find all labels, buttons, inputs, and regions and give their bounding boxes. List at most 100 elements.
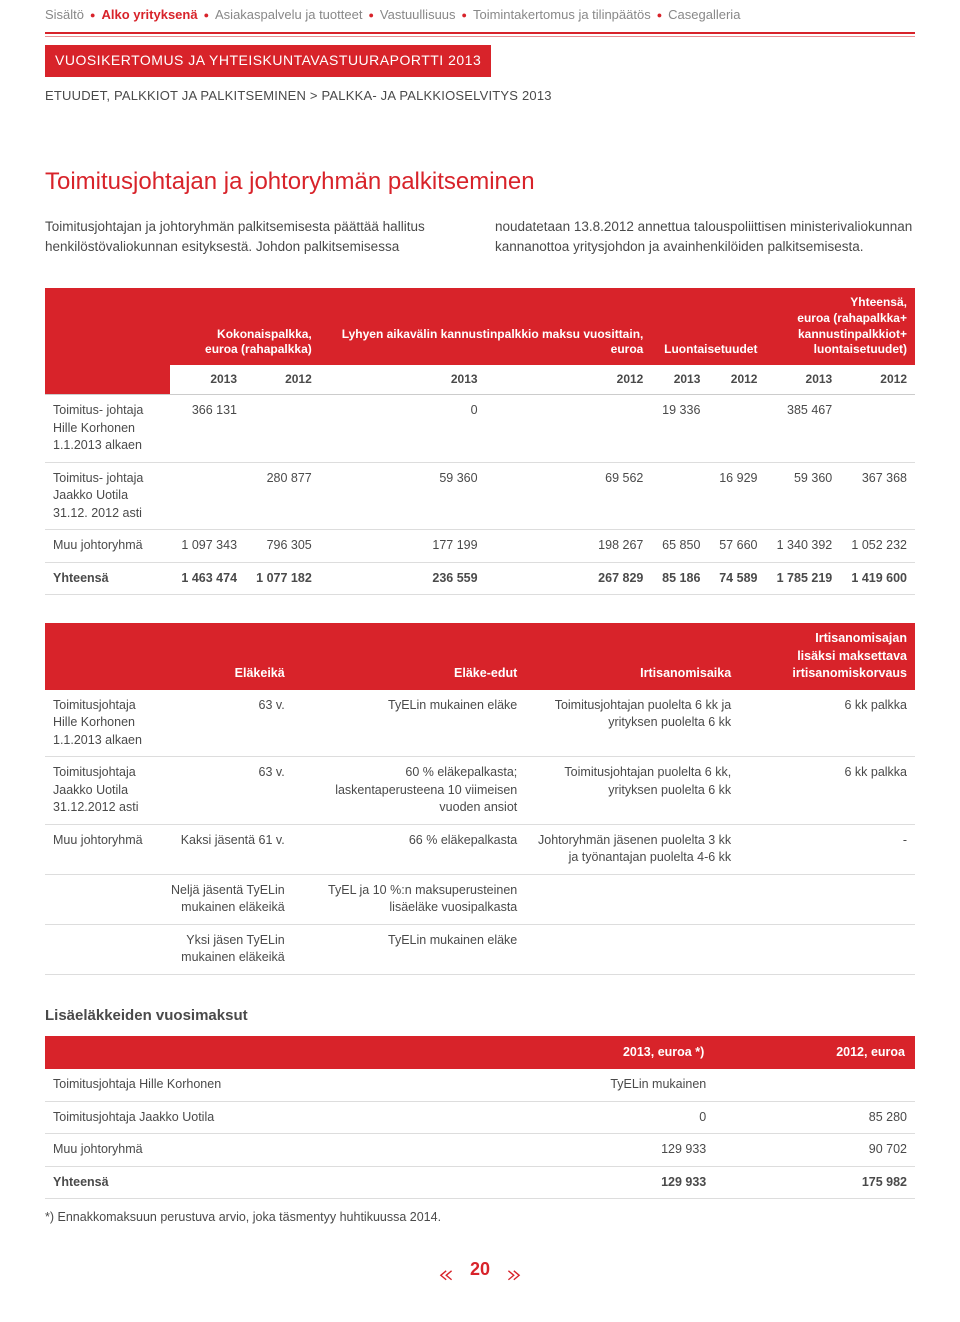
- table-header: [45, 1036, 461, 1070]
- pension-terms-table: EläkeikäEläke-edutIrtisanomisaikaIrtisan…: [45, 623, 915, 975]
- table-cell: 177 199: [320, 530, 486, 563]
- table-cell: TyEL ja 10 %:n maksuperusteinen lisäeläk…: [293, 874, 526, 924]
- nav-item[interactable]: Toimintakertomus ja tilinpäätös: [473, 7, 651, 22]
- nav-item[interactable]: Casegalleria: [668, 7, 740, 22]
- table-cell: [245, 395, 320, 463]
- nav-bullet-icon: ●: [462, 9, 467, 22]
- table-row-label: Toimitusjohtaja Hille Korhonen: [45, 1069, 461, 1101]
- table-cell: 366 131: [170, 395, 245, 463]
- table-row-label: Toimitusjohtaja Hille Korhonen 1.1.2013 …: [45, 690, 156, 757]
- table-cell: 69 562: [486, 462, 652, 530]
- table-cell: 63 v.: [156, 757, 293, 825]
- table-row-label: Yhteensä: [45, 1166, 461, 1199]
- table-cell: Neljä jäsentä TyELin mukainen eläkeikä: [156, 874, 293, 924]
- table-row-label: [45, 874, 156, 924]
- table-cell: 90 702: [714, 1134, 915, 1167]
- annual-pension-table: 2013, euroa *)2012, euroa Toimitusjohtaja…: [45, 1036, 915, 1200]
- table-cell: [525, 924, 739, 974]
- table-cell: Toimitusjohtajan puolelta 6 kk, yritykse…: [525, 757, 739, 825]
- table-cell: 1 419 600: [840, 562, 915, 595]
- nav-item[interactable]: Sisältö: [45, 7, 84, 22]
- top-nav: Sisältö ● Alko yrityksenä ● Asiakaspalvelu j…: [45, 0, 915, 28]
- prev-page-button[interactable]: [439, 1263, 457, 1277]
- report-title: VUOSIKERTOMUS JA YHTEISKUNTAVASTUURAPORT…: [45, 45, 491, 77]
- table-group-header: Kokonaispalkka,euroa (rahapalkka): [170, 288, 320, 364]
- table-header: Irtisanomisaika: [525, 623, 739, 690]
- table-year-header: 2012: [245, 365, 320, 395]
- breadcrumb: ETUUDET, PALKKIOT JA PALKITSEMINEN > PAL…: [45, 77, 915, 135]
- table-cell: [840, 395, 915, 463]
- page-navigation: 20: [45, 1257, 915, 1282]
- table-row-label: Toimitusjohtaja Jaakko Uotila 31.12.2012…: [45, 757, 156, 825]
- table-header: Eläke-edut: [293, 623, 526, 690]
- nav-item[interactable]: Alko yrityksenä: [101, 7, 197, 22]
- table-cell: 280 877: [245, 462, 320, 530]
- table-cell: 66 % eläkepalkasta: [293, 824, 526, 874]
- table-header: [45, 623, 156, 690]
- table-cell: [714, 1069, 915, 1101]
- table-cell: 198 267: [486, 530, 652, 563]
- table-cell: 60 % eläkepalkasta; laskentaperusteena 1…: [293, 757, 526, 825]
- footnote: *) Ennakkomaksuun perustuva arvio, joka …: [45, 1209, 915, 1227]
- divider-red: [45, 32, 915, 34]
- table-cell: 0: [461, 1101, 714, 1134]
- table-cell: Kaksi jäsentä 61 v.: [156, 824, 293, 874]
- table-cell: 129 933: [461, 1134, 714, 1167]
- nav-bullet-icon: ●: [657, 9, 662, 22]
- table-cell: 236 559: [320, 562, 486, 595]
- table-cell: 267 829: [486, 562, 652, 595]
- table-cell: [708, 395, 765, 463]
- table-header: Eläkeikä: [156, 623, 293, 690]
- nav-bullet-icon: ●: [90, 9, 95, 22]
- table-cell: 367 368: [840, 462, 915, 530]
- table-header: Irtisanomisajanlisäksi maksettava irtisa…: [739, 623, 915, 690]
- compensation-table: Kokonaispalkka,euroa (rahapalkka)Lyhyen …: [45, 288, 915, 595]
- nav-item[interactable]: Vastuullisuus: [380, 7, 456, 22]
- table-cell: TyELin mukainen eläke: [293, 690, 526, 757]
- table-cell: Toimitusjohtajan puolelta 6 kk ja yrityk…: [525, 690, 739, 757]
- table-row-label: Yhteensä: [45, 562, 170, 595]
- table-row-label: Toimitus- johtaja Jaakko Uotila 31.12. 2…: [45, 462, 170, 530]
- table-cell: Johtoryhmän jäsenen puolelta 3 kk ja työ…: [525, 824, 739, 874]
- table-cell: 129 933: [461, 1166, 714, 1199]
- table-group-header: Yhteensä,euroa (rahapalkka+kannustinpalk…: [765, 288, 915, 364]
- table-cell: [525, 874, 739, 924]
- table-row-label: Muu johtoryhmä: [45, 824, 156, 874]
- table-cell: 385 467: [765, 395, 840, 463]
- table-row-label: Muu johtoryhmä: [45, 530, 170, 563]
- table-header: 2013, euroa *): [461, 1036, 714, 1070]
- table-cell: 6 kk palkka: [739, 757, 915, 825]
- divider-thin: [45, 36, 915, 37]
- page-number: 20: [470, 1259, 490, 1279]
- table-cell: 74 589: [708, 562, 765, 595]
- table-cell: 6 kk palkka: [739, 690, 915, 757]
- table-cell: [739, 924, 915, 974]
- table-row-label: Toimitusjohtaja Jaakko Uotila: [45, 1101, 461, 1134]
- table-year-header: 2013: [170, 365, 245, 395]
- table-header: 2012, euroa: [714, 1036, 915, 1070]
- table-cell: 1 097 343: [170, 530, 245, 563]
- next-page-button[interactable]: [503, 1263, 521, 1277]
- table-cell: 85 186: [651, 562, 708, 595]
- nav-bullet-icon: ●: [204, 9, 209, 22]
- table-year-header: 2013: [320, 365, 486, 395]
- table-cell: 1 052 232: [840, 530, 915, 563]
- table-row-label: Toimitus- johtaja Hille Korhonen 1.1.201…: [45, 395, 170, 463]
- table-group-header: [45, 288, 170, 364]
- nav-item[interactable]: Asiakaspalvelu ja tuotteet: [215, 7, 362, 22]
- table-cell: [739, 874, 915, 924]
- table-cell: [170, 462, 245, 530]
- body-paragraph: Toimitusjohtajan ja johtoryhmän palkitse…: [45, 217, 915, 259]
- table-cell: 63 v.: [156, 690, 293, 757]
- table-cell: 796 305: [245, 530, 320, 563]
- nav-bullet-icon: ●: [368, 9, 373, 22]
- table-cell: TyELin mukainen eläke: [293, 924, 526, 974]
- page-heading: Toimitusjohtajan ja johtoryhmän palkitse…: [45, 165, 915, 199]
- table-cell: 1 077 182: [245, 562, 320, 595]
- table-cell: 65 850: [651, 530, 708, 563]
- table-cell: 1 785 219: [765, 562, 840, 595]
- table-cell: 175 982: [714, 1166, 915, 1199]
- table-row-label: Muu johtoryhmä: [45, 1134, 461, 1167]
- table-group-header: Luontaisetuudet: [651, 288, 765, 364]
- table-year-header: 2012: [840, 365, 915, 395]
